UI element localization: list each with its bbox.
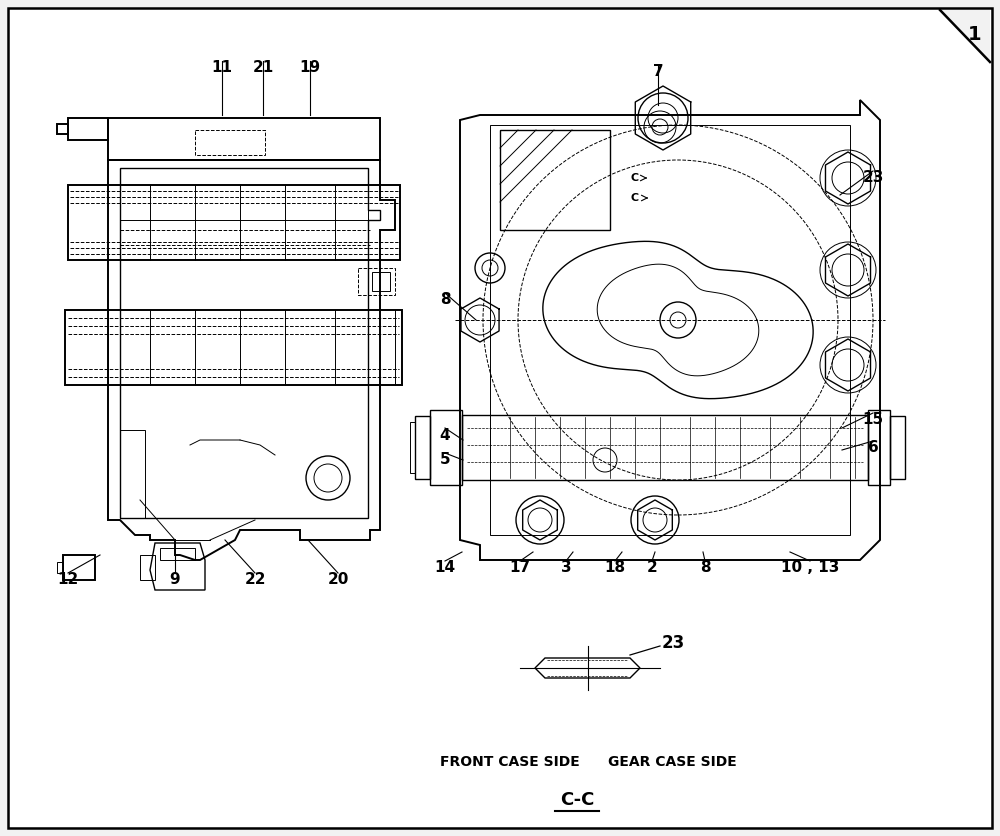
Text: 10 , 13: 10 , 13 xyxy=(781,560,839,575)
Text: C: C xyxy=(631,193,639,203)
Text: 3: 3 xyxy=(561,560,571,575)
Text: C: C xyxy=(631,173,639,183)
Text: 11: 11 xyxy=(212,60,232,75)
Polygon shape xyxy=(940,10,990,62)
Text: 4: 4 xyxy=(440,427,450,442)
Text: 17: 17 xyxy=(509,560,531,575)
Text: 2: 2 xyxy=(647,560,657,575)
Text: 8: 8 xyxy=(440,293,450,308)
Text: FRONT CASE SIDE: FRONT CASE SIDE xyxy=(440,755,580,769)
Text: 5: 5 xyxy=(440,452,450,467)
Text: 22: 22 xyxy=(244,573,266,588)
Text: 23: 23 xyxy=(662,634,685,652)
Text: 19: 19 xyxy=(299,60,321,75)
Text: GEAR CASE SIDE: GEAR CASE SIDE xyxy=(608,755,736,769)
Text: 12: 12 xyxy=(57,573,79,588)
FancyBboxPatch shape xyxy=(9,9,991,827)
Text: 23: 23 xyxy=(862,171,884,186)
Text: 14: 14 xyxy=(434,560,456,575)
Text: C-C: C-C xyxy=(560,791,594,809)
Text: 7: 7 xyxy=(653,64,663,79)
Text: 18: 18 xyxy=(604,560,626,575)
Text: 8: 8 xyxy=(700,560,710,575)
Text: 20: 20 xyxy=(327,573,349,588)
Text: 1: 1 xyxy=(968,26,982,44)
Text: 9: 9 xyxy=(170,573,180,588)
Text: 6: 6 xyxy=(868,441,878,456)
Text: 15: 15 xyxy=(862,412,884,427)
Text: 21: 21 xyxy=(252,60,274,75)
